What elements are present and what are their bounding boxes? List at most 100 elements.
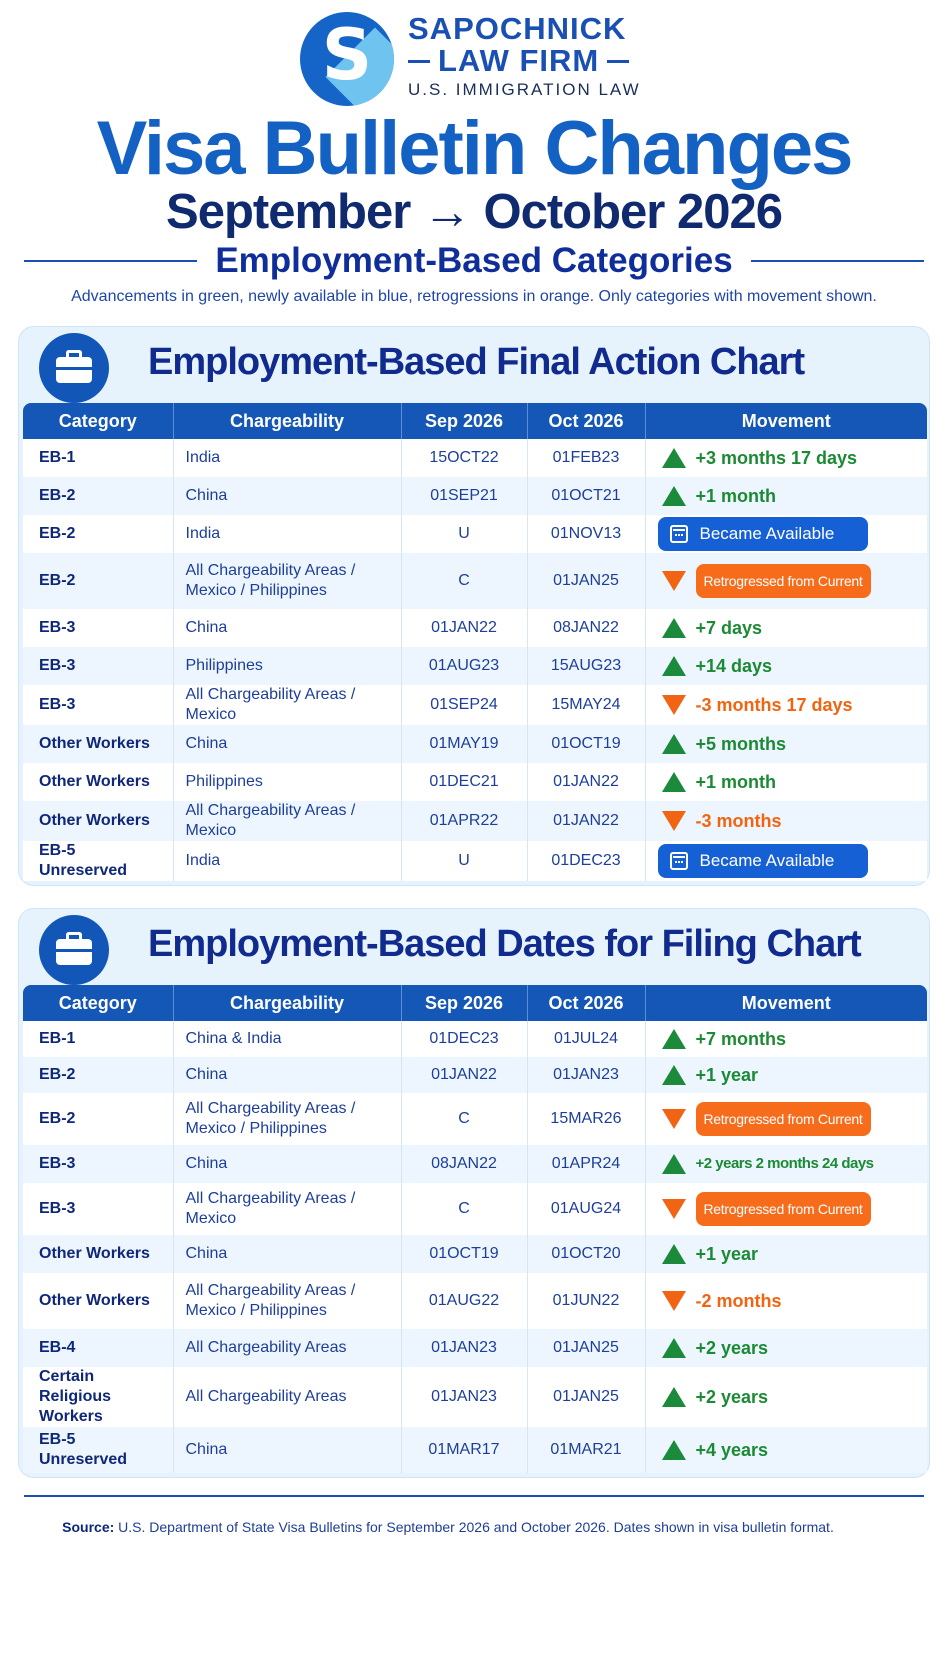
col-category: Category	[23, 403, 174, 439]
cell-category: EB-3	[23, 1183, 174, 1235]
table-row: EB-3 Philippines 01AUG23 15AUG23 +14 days	[23, 647, 927, 685]
cell-movement: +4 years	[645, 1427, 927, 1473]
status-badge: Retrogressed from Current	[695, 564, 871, 598]
cell-sep-date: 01MAY19	[401, 725, 528, 763]
movement-text: +3 months 17 days	[695, 448, 858, 468]
cell-oct-date: 01AUG24	[527, 1183, 646, 1235]
cell-chargeability: Philippines	[173, 763, 402, 801]
cell-chargeability: China	[173, 1427, 402, 1473]
cell-category: EB-5 Unreserved	[23, 1427, 174, 1473]
table-row: EB-1 China & India 01DEC23 01JUL24 +7 months	[23, 1021, 927, 1057]
table-row: EB-5 Unreserved India U 01DEC23 Became Avail…	[23, 841, 927, 881]
cell-category: EB-2	[23, 477, 174, 515]
dates-for-filing-table: Category Chargeability Sep 2026 Oct 2026…	[23, 985, 927, 1473]
final-action-title: Employment-Based Final Action Chart	[148, 341, 805, 383]
firm-tagline: U.S. IMMIGRATION LAW	[408, 80, 641, 99]
page-title: Visa Bulletin Changes	[96, 106, 854, 191]
cell-oct-date: 15MAY24	[527, 685, 646, 725]
cell-oct-date: 15MAR26	[527, 1093, 646, 1145]
cell-sep-date: 01JAN23	[401, 1329, 528, 1367]
cell-chargeability: China	[173, 1057, 402, 1093]
table-row: Other Workers All Chargeability Areas / M…	[23, 1273, 927, 1329]
movement-text: +4 years	[695, 1440, 769, 1460]
up-arrow-icon	[661, 618, 686, 638]
cell-movement: +1 month	[645, 477, 927, 515]
up-arrow-icon	[661, 772, 686, 792]
cell-movement: +2 years 2 months 24 days	[645, 1145, 927, 1183]
cell-chargeability: All Chargeability Areas	[173, 1329, 402, 1367]
section-heading-text: Employment-Based Categories	[215, 241, 733, 280]
cell-oct-date: 01JUL24	[527, 1021, 646, 1057]
movement-text: -3 months	[695, 811, 782, 831]
cell-sep-date: 01DEC23	[401, 1021, 528, 1057]
source-note: Source: U.S. Department of State Visa Bu…	[0, 1519, 896, 1535]
table-row: Other Workers Philippines 01DEC21 01JAN22 +1…	[23, 763, 927, 801]
table-row: EB-4 All Chargeability Areas 01JAN23 01JAN2…	[23, 1329, 927, 1367]
movement-text: +1 year	[695, 1065, 759, 1085]
source-text: U.S. Department of State Visa Bulletins …	[118, 1519, 834, 1535]
cell-oct-date: 01JAN23	[527, 1057, 646, 1093]
cell-category: Other Workers	[23, 763, 174, 801]
col-chargeability: Chargeability	[173, 403, 402, 439]
table-row: Other Workers All Chargeability Areas / M…	[23, 801, 927, 841]
up-arrow-icon	[661, 1065, 686, 1085]
cell-chargeability: All Chargeability Areas	[173, 1367, 402, 1427]
col-category: Category	[23, 985, 174, 1021]
down-arrow-icon	[661, 571, 686, 591]
cell-movement: +2 years	[645, 1367, 927, 1427]
cell-category: EB-3	[23, 685, 174, 725]
cell-movement: Retrogressed from Current	[645, 553, 927, 609]
cell-sep-date: 01DEC21	[401, 763, 528, 801]
cell-sep-date: 01SEP21	[401, 477, 528, 515]
up-arrow-icon	[661, 734, 686, 754]
down-arrow-icon	[661, 1109, 686, 1129]
cell-category: EB-2	[23, 515, 174, 553]
cell-oct-date: 01JAN25	[527, 553, 646, 609]
table-row: EB-3 All Chargeability Areas / Mexico C 01A…	[23, 1183, 927, 1235]
cell-movement: +1 month	[645, 763, 927, 801]
cell-oct-date: 01FEB23	[527, 439, 646, 477]
logo-mark-icon: S	[300, 12, 394, 106]
cell-category: Other Workers	[23, 725, 174, 763]
cell-category: EB-3	[23, 609, 174, 647]
logo-letter: S	[321, 14, 373, 96]
up-arrow-icon	[661, 1029, 686, 1049]
col-oct: Oct 2026	[527, 985, 646, 1021]
col-chargeability: Chargeability	[173, 985, 402, 1021]
cell-chargeability: India	[173, 515, 402, 553]
cell-oct-date: 01JAN25	[527, 1367, 646, 1427]
col-sep: Sep 2026	[401, 985, 528, 1021]
table-row: EB-1 India 15OCT22 01FEB23 +3 months 17 days	[23, 439, 927, 477]
page-subtitle: September → October 2026	[166, 185, 783, 239]
cell-oct-date: 01JAN22	[527, 801, 646, 841]
up-arrow-icon	[661, 1387, 686, 1407]
cell-chargeability: All Chargeability Areas / Mexico / Phili…	[173, 1273, 402, 1329]
cell-chargeability: China	[173, 725, 402, 763]
cell-movement: +1 year	[645, 1235, 927, 1273]
cell-movement: +2 years	[645, 1329, 927, 1367]
cell-movement: -3 months	[645, 801, 927, 841]
cell-category: EB-2	[23, 553, 174, 609]
cell-chargeability: All Chargeability Areas / Mexico / Phili…	[173, 553, 402, 609]
cell-sep-date: C	[401, 1093, 528, 1145]
footer-divider	[24, 1495, 924, 1497]
briefcase-icon	[39, 915, 109, 985]
cell-category: EB-2	[23, 1057, 174, 1093]
up-arrow-icon	[661, 448, 686, 468]
movement-text: +2 years	[695, 1338, 769, 1358]
movement-text: +7 months	[695, 1029, 787, 1049]
cell-movement: Retrogressed from Current	[645, 1093, 927, 1145]
dates-for-filing-card: Employment-Based Dates for Filing Chart …	[18, 908, 930, 1478]
cell-oct-date: 01JAN22	[527, 763, 646, 801]
source-label: Source:	[62, 1519, 115, 1535]
cell-chargeability: China	[173, 609, 402, 647]
final-action-card: Employment-Based Final Action Chart Cate…	[18, 326, 930, 886]
movement-text: +14 days	[695, 656, 773, 676]
cell-sep-date: 01OCT19	[401, 1235, 528, 1273]
cell-oct-date: 08JAN22	[527, 609, 646, 647]
cell-category: Other Workers	[23, 1235, 174, 1273]
table-row: EB-2 China 01JAN22 01JAN23 +1 year	[23, 1057, 927, 1093]
cell-sep-date: 01APR22	[401, 801, 528, 841]
cell-chargeability: China	[173, 1145, 402, 1183]
cell-category: EB-3	[23, 1145, 174, 1183]
